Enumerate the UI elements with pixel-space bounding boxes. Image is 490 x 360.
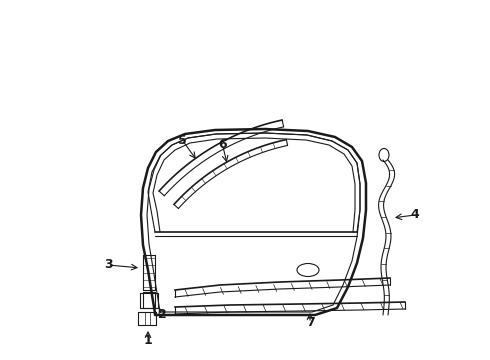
Text: 6: 6 xyxy=(218,138,227,151)
Text: 3: 3 xyxy=(104,258,112,271)
Text: 1: 1 xyxy=(144,333,152,346)
Text: 4: 4 xyxy=(411,208,419,221)
Text: 2: 2 xyxy=(158,309,167,321)
Text: 5: 5 xyxy=(178,134,187,147)
Text: 7: 7 xyxy=(306,316,315,329)
